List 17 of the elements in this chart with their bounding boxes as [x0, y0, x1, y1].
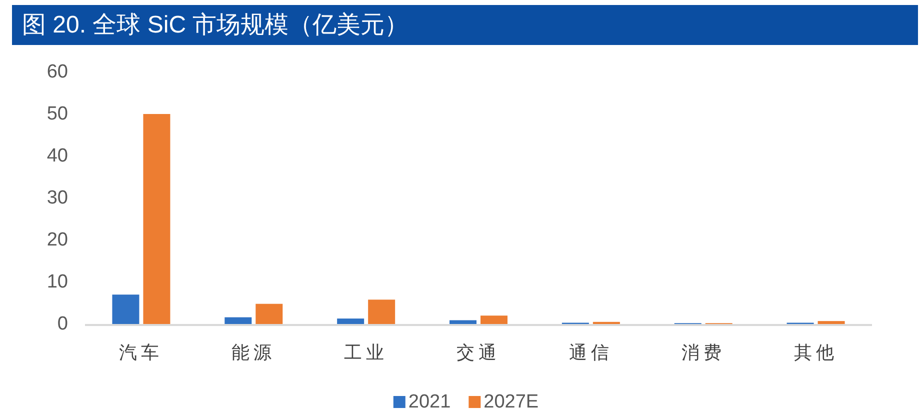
- ytick: 20: [46, 230, 68, 250]
- title: 图 20. 全球 SiC 市场规模（亿美元）: [22, 12, 409, 38]
- xtick: 工业: [344, 342, 388, 364]
- xtick: 消费: [681, 342, 726, 364]
- ytick: 10: [46, 272, 68, 292]
- xtick: 通信: [568, 342, 613, 364]
- xtick: 交通: [456, 342, 500, 364]
- ytick: 0: [57, 314, 68, 334]
- xtick: 能源: [232, 342, 276, 364]
- ytick: 40: [46, 146, 68, 166]
- ytick: 30: [46, 188, 68, 208]
- legend-label: 2021: [408, 392, 451, 412]
- ytick: 50: [46, 104, 68, 124]
- xtick: 其他: [794, 342, 838, 364]
- ytick: 60: [46, 62, 68, 82]
- xtick: 汽车: [119, 342, 164, 364]
- legend-label: 2027E: [484, 392, 539, 412]
